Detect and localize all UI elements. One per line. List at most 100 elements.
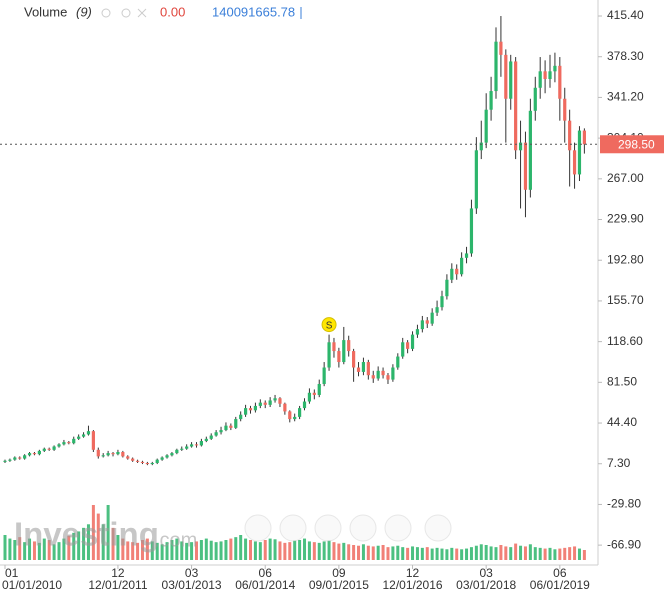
volume-bar — [420, 547, 424, 560]
volume-bar — [327, 540, 331, 560]
candle-body — [81, 434, 86, 437]
candle-body — [140, 461, 145, 463]
y-tick-label: -29.80 — [607, 497, 641, 511]
volume-bar — [366, 545, 370, 560]
candle-body — [194, 444, 199, 446]
legend-eye-icon[interactable] — [101, 8, 111, 18]
volume-bar — [86, 524, 90, 560]
x-date-label: 06/01/2014 — [235, 578, 295, 592]
candle-body — [420, 320, 424, 330]
candle-body — [514, 61, 518, 151]
x-tick-label: 09 — [332, 566, 346, 580]
candle-body — [558, 65, 562, 99]
volume-bar — [106, 505, 110, 560]
candle-body — [263, 402, 267, 405]
volume-bar — [77, 531, 81, 560]
volume-bar — [499, 545, 503, 560]
candle-body — [528, 110, 532, 190]
volume-bar — [23, 542, 27, 560]
zoom-reset[interactable] — [314, 514, 342, 542]
candle-body — [455, 268, 459, 275]
candle-body — [302, 401, 307, 409]
volume-bar — [450, 547, 454, 560]
volume-bar — [234, 537, 238, 560]
candle-body — [116, 452, 120, 455]
volume-bar — [150, 541, 154, 560]
candle-body — [145, 462, 149, 465]
nav-left[interactable] — [244, 514, 272, 542]
volume-bar — [131, 542, 135, 560]
volume-bar — [440, 548, 444, 560]
candle-body — [293, 416, 297, 420]
candle-body — [332, 342, 336, 352]
candle-body — [356, 367, 361, 372]
candle-body — [352, 351, 356, 368]
x-date-label: 03/01/2018 — [456, 578, 516, 592]
candle-body — [499, 41, 503, 55]
candle-body — [27, 453, 32, 456]
y-tick-label: 378.30 — [607, 49, 644, 63]
zoom-in[interactable] — [349, 514, 377, 542]
candle-body — [484, 109, 488, 143]
volume-bar — [494, 547, 498, 560]
volume-bar — [82, 527, 86, 560]
volume-bar — [3, 535, 7, 560]
volume-bar — [263, 540, 267, 560]
candle-body — [386, 375, 390, 380]
candle-body — [253, 405, 258, 411]
volume-bar — [194, 541, 198, 560]
candle-body — [67, 442, 71, 444]
candle-body — [533, 87, 537, 111]
candle-body — [376, 370, 380, 379]
volume-bar — [155, 542, 159, 560]
volume-bar — [460, 549, 464, 560]
volume-bar — [312, 542, 316, 560]
volume-bar — [101, 524, 105, 560]
last-price-label: 298.50 — [618, 137, 655, 151]
volume-bar — [37, 542, 41, 560]
x-date-label: 01/01/2010 — [2, 578, 62, 592]
candle-body — [342, 340, 346, 363]
candle-body — [86, 431, 91, 435]
volume-bar — [568, 547, 572, 560]
candle-body — [572, 150, 577, 175]
candle-body — [460, 257, 464, 275]
candle-body — [209, 435, 213, 439]
volume-bar — [145, 538, 149, 560]
volume-bar — [553, 549, 557, 560]
volume-bar — [411, 546, 415, 560]
volume-bar — [288, 542, 292, 560]
candle-body — [474, 150, 478, 209]
volume-bar — [533, 547, 537, 560]
candle-body — [568, 120, 572, 151]
legend-close-icon[interactable] — [137, 8, 147, 18]
annotation-label: S — [326, 320, 333, 331]
volume-bar — [523, 546, 527, 560]
volume-bar — [376, 545, 380, 560]
candle-body — [57, 444, 61, 447]
volume-bar — [347, 544, 351, 560]
candle-body — [509, 61, 513, 99]
volume-bar — [573, 546, 577, 560]
zoom-out[interactable] — [279, 514, 307, 542]
candle-body — [435, 307, 439, 313]
volume-bar — [52, 544, 56, 560]
candle-body — [582, 130, 586, 145]
volume-bar — [283, 542, 287, 560]
legend-settings-icon[interactable] — [121, 8, 131, 18]
x-tick-label: 12 — [111, 566, 125, 580]
candle-body — [366, 362, 370, 376]
volume-bar — [357, 545, 361, 560]
candle-body — [553, 65, 557, 72]
candle-body — [199, 441, 203, 446]
volume-bar — [126, 541, 130, 560]
nav-right[interactable] — [424, 514, 452, 542]
volume-bar — [62, 538, 66, 560]
volume-bar — [469, 547, 473, 560]
candle-body — [410, 334, 415, 349]
legend-name: Volume — [24, 4, 67, 19]
zoom-in-more[interactable] — [384, 514, 412, 542]
x-tick-label: 06 — [259, 566, 273, 580]
volume-bar — [190, 542, 194, 560]
